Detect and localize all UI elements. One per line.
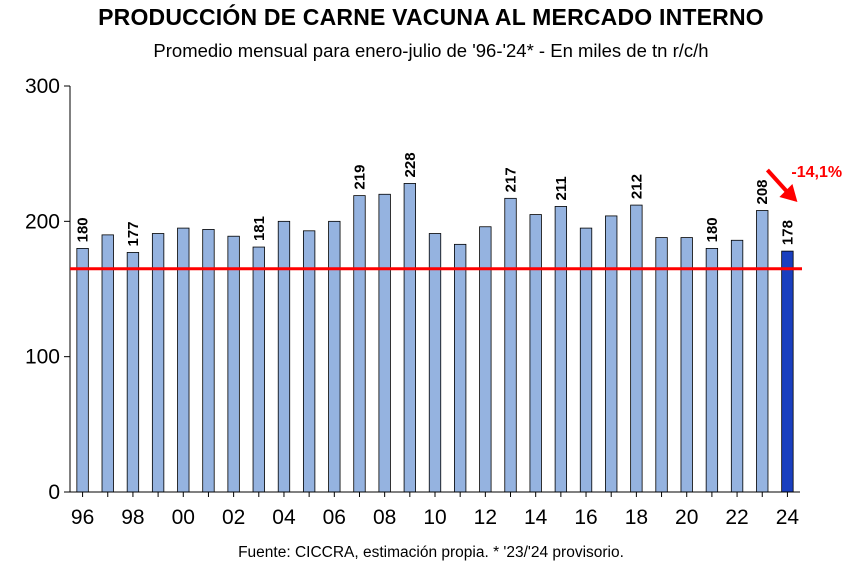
x-tick-label-04: 04 (272, 506, 296, 529)
chart-source-note: Fuente: CICCRA, estimación propia. * '23… (238, 544, 624, 561)
x-tick-label-00: 00 (172, 506, 195, 529)
bar-07 (353, 195, 366, 493)
bar-19 (655, 237, 668, 493)
x-tick-label-14: 14 (524, 506, 548, 529)
bar-11 (454, 243, 467, 493)
decline-arrow-shaft (765, 168, 788, 193)
bar-12 (479, 226, 492, 493)
bar-03 (252, 246, 265, 493)
y-tick-label-0: 0 (48, 481, 60, 504)
bar-02 (227, 235, 240, 493)
data-label-18: 212 (628, 174, 645, 199)
bar-23 (756, 210, 769, 493)
data-label-07: 219 (351, 165, 368, 190)
data-label-03: 181 (251, 216, 268, 241)
x-tick-label-16: 16 (574, 506, 597, 529)
y-tick-label-200: 200 (25, 210, 60, 233)
bar-13 (504, 197, 517, 493)
x-tick-label-18: 18 (625, 506, 648, 529)
x-tick-label-10: 10 (423, 506, 446, 529)
x-tick-label-24: 24 (776, 506, 800, 529)
bar-99 (151, 233, 165, 493)
data-label-21: 180 (704, 217, 721, 242)
y-tick-label-300: 300 (25, 75, 60, 98)
x-tick-label-06: 06 (323, 506, 346, 529)
data-label-09: 228 (402, 152, 419, 177)
x-tick-label-22: 22 (725, 506, 748, 529)
x-tick-label-96: 96 (71, 506, 94, 529)
bar-15 (554, 206, 568, 493)
x-tick-label-08: 08 (373, 506, 396, 529)
bar-21 (705, 247, 719, 493)
chart-title: PRODUCCIÓN DE CARNE VACUNA AL MERCADO IN… (98, 4, 764, 30)
chart-subtitle: Promedio mensual para enero-julio de '96… (153, 40, 709, 61)
data-label-24: 178 (779, 220, 796, 245)
bar-96 (76, 247, 89, 493)
bar-14 (529, 214, 542, 493)
bar-22 (730, 239, 744, 493)
bar-24 (781, 250, 794, 493)
bar-10 (428, 233, 442, 493)
bar-06 (328, 220, 341, 493)
bar-08 (378, 193, 391, 493)
x-tick-label-20: 20 (675, 506, 698, 529)
x-tick-label-12: 12 (474, 506, 497, 529)
data-label-96: 180 (75, 217, 92, 242)
bar-04 (277, 220, 291, 493)
x-tick-label-98: 98 (121, 506, 144, 529)
bar-09 (403, 183, 416, 493)
data-label-98: 177 (125, 221, 142, 246)
x-tick-label-02: 02 (222, 506, 245, 529)
decline-arrow-icon (779, 184, 798, 202)
data-label-15: 211 (553, 176, 570, 200)
bar-98 (126, 252, 140, 493)
bar-20 (680, 237, 693, 493)
bar-17 (605, 215, 618, 493)
bar-97 (101, 234, 114, 493)
decline-annotation: -14,1% (791, 164, 842, 181)
bar-18 (630, 204, 643, 493)
y-tick-label-100: 100 (25, 346, 60, 369)
data-label-23: 208 (754, 179, 771, 204)
data-label-13: 217 (503, 167, 520, 192)
